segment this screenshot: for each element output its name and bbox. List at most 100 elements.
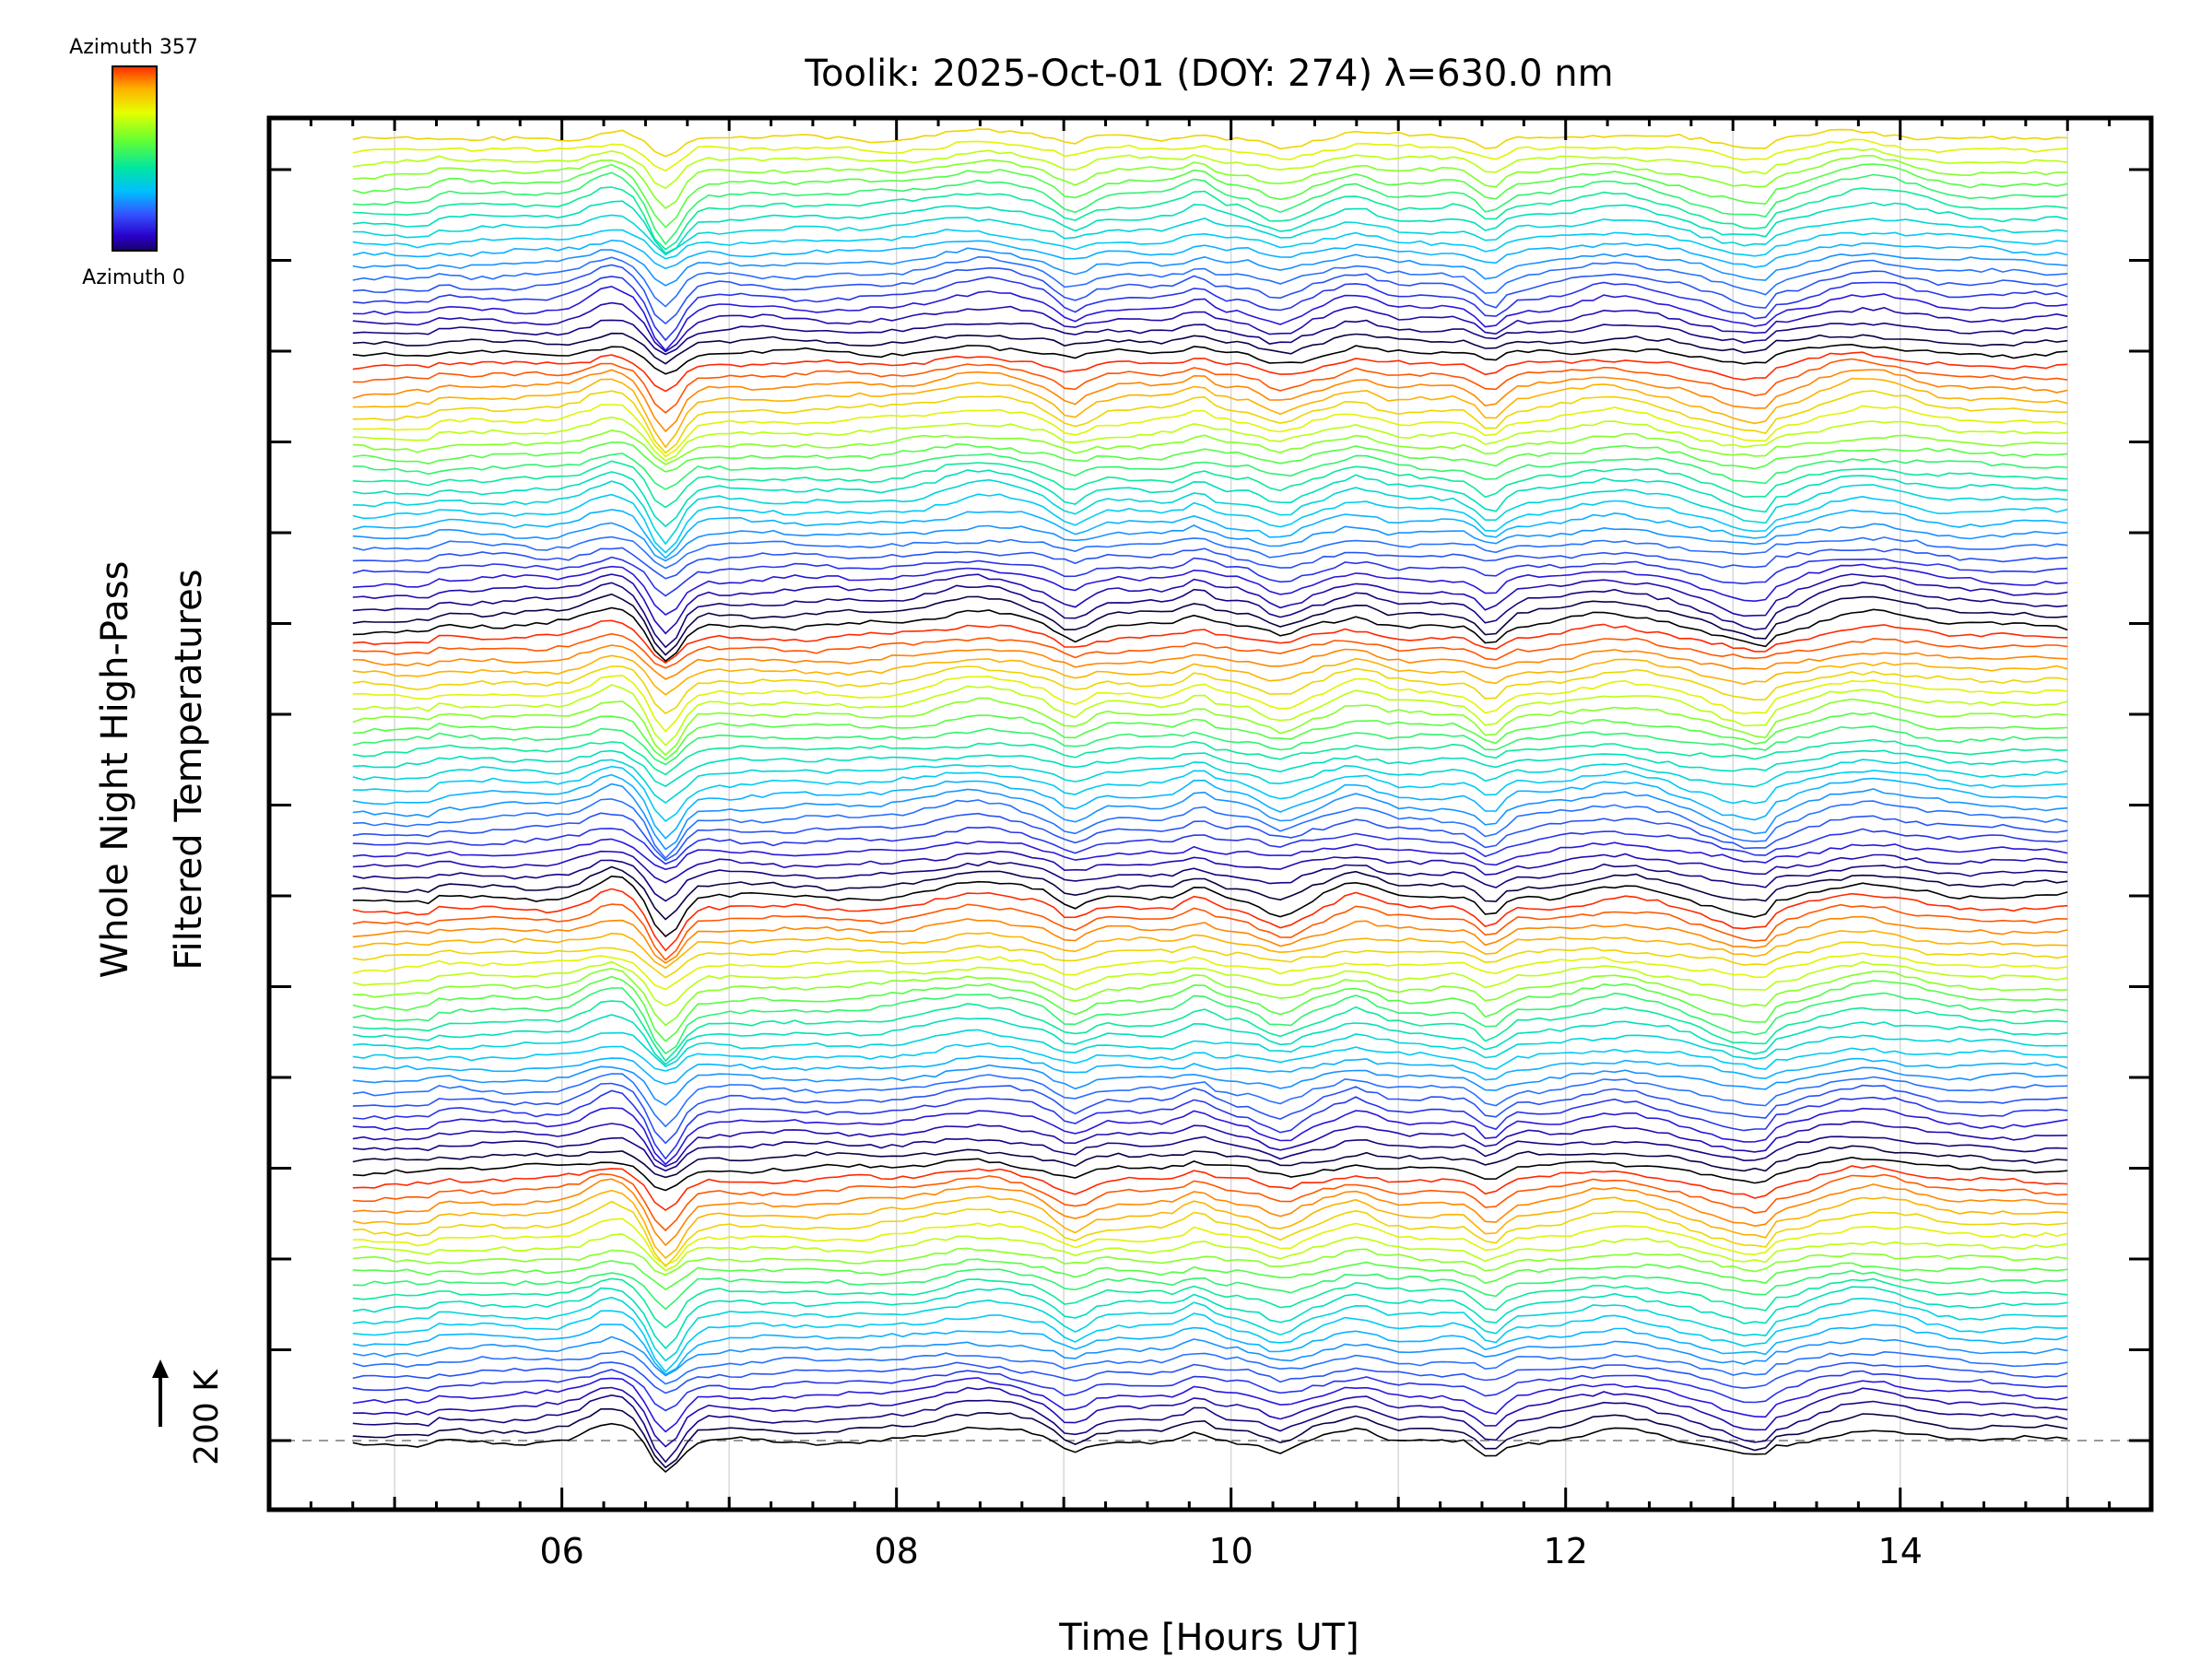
x-tick-label: 06: [539, 1531, 583, 1571]
azimuth-trace: [352, 1064, 2068, 1106]
azimuth-trace: [352, 1135, 2068, 1172]
x-axis-label: Time [Hours UT]: [1058, 1617, 1359, 1659]
azimuth-trace: [352, 163, 2068, 229]
azimuth-trace: [352, 773, 2068, 840]
azimuth-trace: [352, 404, 2068, 458]
azimuth-trace: [352, 556, 2068, 597]
scale-label: 200 K: [188, 1369, 226, 1465]
azimuth-trace: [352, 1258, 2068, 1291]
azimuth-trace: [352, 697, 2068, 757]
azimuth-trace: [352, 712, 2068, 761]
azimuth-trace: [352, 738, 2068, 776]
azimuth-trace: [352, 1277, 2068, 1329]
azimuth-trace: [352, 665, 2068, 715]
azimuth-trace: [352, 1218, 2068, 1266]
azimuth-trace: [352, 147, 2068, 190]
azimuth-trace: [352, 798, 2068, 860]
azimuth-trace: [352, 453, 2068, 490]
azimuth-trace: [352, 547, 2068, 580]
azimuth-trace: [352, 1145, 2068, 1179]
azimuth-trace: [352, 1369, 2068, 1412]
azimuth-trace: [352, 563, 2068, 616]
colorbar: Azimuth 357 Azimuth 0: [69, 36, 198, 289]
azimuth-trace: [352, 1268, 2068, 1311]
x-tick-label: 08: [874, 1531, 918, 1571]
azimuth-trace: [352, 1055, 2068, 1086]
azimuth-trace: [352, 865, 2068, 921]
azimuth-trace: [352, 765, 2068, 822]
azimuth-trace: [352, 1000, 2068, 1063]
azimuth-trace: [352, 1350, 2068, 1385]
azimuth-trace: [352, 301, 2068, 353]
azimuth-trace: [352, 1189, 2068, 1260]
azimuth-trace: [352, 1042, 2068, 1072]
azimuth-trace: [352, 975, 2068, 1042]
azimuth-trace: [352, 1286, 2068, 1350]
azimuth-trace: [352, 1377, 2068, 1433]
azimuth-trace: [352, 941, 2068, 979]
azimuth-trace: [352, 416, 2068, 462]
x-tick-label: 12: [1544, 1531, 1588, 1571]
azimuth-trace: [352, 619, 2068, 665]
azimuth-trace: [352, 644, 2068, 680]
azimuth-trace: [352, 632, 2068, 669]
x-tick-label: 14: [1878, 1531, 1923, 1571]
azimuth-trace: [352, 369, 2068, 433]
azimuth-trace: [352, 358, 2068, 414]
azimuth-trace: [352, 535, 2068, 570]
azimuth-trace: [352, 377, 2068, 449]
azimuth-trace: [352, 929, 2068, 970]
azimuth-trace: [352, 493, 2068, 554]
azimuth-trace: [352, 826, 2068, 865]
azimuth-trace: [352, 1386, 2068, 1448]
azimuth-trace: [352, 915, 2068, 964]
azimuth-trace: [352, 1073, 2068, 1128]
azimuth-trace: [352, 138, 2068, 172]
azimuth-trace: [352, 1156, 2068, 1192]
azimuth-trace: [352, 952, 2068, 991]
azimuth-trace: [352, 1309, 2068, 1373]
plot-frame: [266, 115, 2154, 1512]
azimuth-trace: [352, 332, 2068, 365]
azimuth-trace: [352, 759, 2068, 804]
azimuth-trace: [352, 987, 2068, 1055]
azimuth-trace: [352, 1233, 2068, 1272]
y-axis-label-line1: Whole Night High-Pass: [94, 561, 136, 979]
azimuth-trace: [352, 1164, 2068, 1211]
azimuth-trace: [352, 1014, 2068, 1065]
azimuth-trace: [352, 319, 2068, 356]
azimuth-trace: [352, 1089, 2068, 1160]
azimuth-trace: [352, 255, 2068, 308]
azimuth-trace: [352, 859, 2068, 902]
azimuth-trace: [352, 1247, 2068, 1277]
azimuth-trace: [352, 654, 2068, 696]
azimuth-trace: [352, 1394, 2068, 1464]
azimuth-trace: [352, 522, 2068, 562]
azimuth-trace: [352, 1172, 2068, 1232]
x-tick-label: 10: [1209, 1531, 1253, 1571]
azimuth-trace: [352, 1082, 2068, 1145]
azimuth-trace: [352, 888, 2068, 952]
azimuth-trace: [352, 264, 2068, 325]
azimuth-trace: [352, 1407, 2068, 1469]
scale-arrow-head: [152, 1359, 169, 1378]
azimuth-trace: [352, 441, 2068, 473]
azimuth-trace: [352, 1361, 2068, 1394]
azimuth-trace: [352, 875, 2068, 938]
azimuth-trace: [352, 390, 2068, 454]
y-axis-label: Whole Night High-Pass Filtered Temperatu…: [94, 561, 210, 979]
azimuth-trace: [352, 214, 2068, 256]
azimuth-trace: [352, 469, 2068, 528]
scale-indicator: 200 K: [152, 1359, 226, 1465]
azimuth-trace: [352, 1178, 2068, 1247]
y-axis-label-line2: Filtered Temperatures: [168, 569, 210, 970]
azimuth-trace: [352, 782, 2068, 851]
colorbar-gradient: [112, 65, 158, 252]
azimuth-trace: [352, 581, 2068, 649]
azimuth-trace: [352, 725, 2068, 766]
x-axis: 06 08 10 12 14: [309, 118, 2112, 1571]
azimuth-trace: [352, 186, 2068, 251]
azimuth-trace: [352, 155, 2068, 210]
azimuth-trace: [352, 128, 2068, 158]
